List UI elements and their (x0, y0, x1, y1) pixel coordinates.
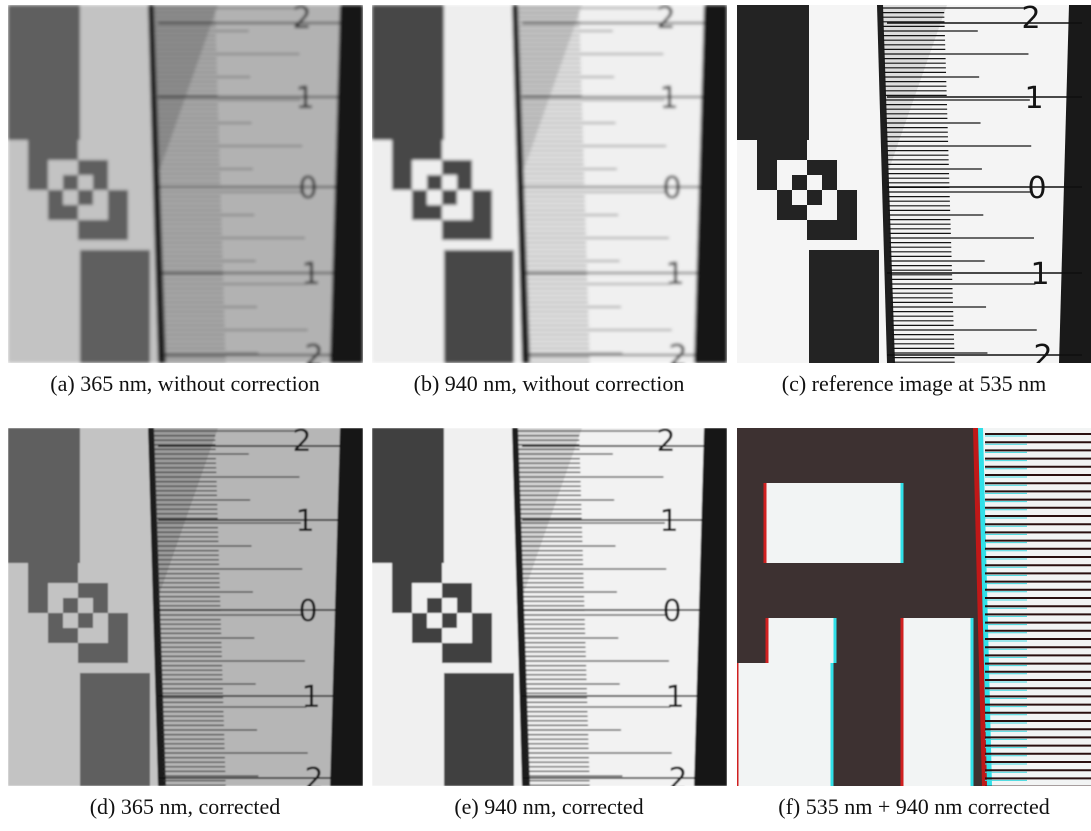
target (63, 175, 78, 190)
dark-strip (444, 673, 514, 786)
target (442, 175, 457, 190)
ruler-label: 1 (665, 680, 684, 715)
image-content: 2 1 0 1 2 (372, 424, 727, 797)
target (78, 613, 93, 628)
target (427, 175, 442, 190)
ruler-label: 1 (1030, 257, 1049, 292)
ruler-label: 0 (1027, 171, 1046, 206)
target (78, 598, 93, 613)
ruler-label: 2 (656, 1, 675, 36)
target (442, 598, 457, 613)
ruler-label: 2 (668, 762, 687, 797)
dark-strip (444, 250, 514, 363)
target (442, 613, 457, 628)
target (63, 613, 78, 628)
caption: (b) 940 nm, without correction (414, 371, 685, 396)
white-square (767, 618, 835, 663)
caption: (d) 365 nm, corrected (90, 794, 281, 819)
image-content: 2 1 0 1 2 (372, 1, 727, 374)
white-square (737, 663, 832, 788)
caption: (e) 940 nm, corrected (454, 794, 643, 819)
ruler-label: 0 (662, 171, 681, 206)
caption: (a) 365 nm, without correction (50, 371, 319, 396)
target (78, 175, 93, 190)
target (78, 190, 93, 205)
panel: 2 1 0 1 2 (8, 1, 363, 374)
target (792, 190, 807, 205)
dark-strip (809, 250, 879, 363)
target (63, 190, 78, 205)
dark-strip (737, 5, 809, 140)
caption: (f) 535 nm + 940 nm corrected (778, 794, 1049, 819)
ruler-label: 1 (1024, 81, 1043, 116)
image-content: 2 1 0 1 2 (8, 424, 363, 797)
ruler-label: 2 (292, 1, 311, 36)
ruler-label: 1 (295, 81, 314, 116)
target (792, 175, 807, 190)
target (427, 190, 442, 205)
panel (737, 428, 1091, 789)
ruler-label: 0 (298, 594, 317, 629)
panel: 2 1 0 1 2 (372, 1, 727, 374)
image-content: 2 1 0 1 2 (8, 1, 363, 374)
target (427, 598, 442, 613)
ruler-label: 1 (665, 257, 684, 292)
dark-strip (8, 5, 80, 140)
target (442, 190, 457, 205)
ruler-label: 2 (304, 339, 323, 374)
ruler-label: 2 (1021, 1, 1040, 36)
target (807, 190, 822, 205)
ruler-label: 1 (301, 680, 320, 715)
ruler-label: 2 (1033, 339, 1052, 374)
ruler-label: 1 (659, 81, 678, 116)
ruler-label: 0 (662, 594, 681, 629)
dark-strip (372, 428, 444, 563)
dark-strip (80, 250, 150, 363)
white-square (765, 483, 902, 563)
ruler-label: 1 (659, 504, 678, 539)
dark-strip (80, 673, 150, 786)
target (427, 613, 442, 628)
target (807, 175, 822, 190)
ruler-label: 0 (298, 171, 317, 206)
ruler-label: 2 (304, 762, 323, 797)
ruler-label: 2 (292, 424, 311, 459)
caption: (c) reference image at 535 nm (782, 371, 1046, 396)
white-square (902, 618, 972, 786)
panel: 2 1 0 1 2 (372, 424, 727, 797)
dark-strip (372, 5, 444, 140)
ruler-label: 2 (656, 424, 675, 459)
ruler-label: 1 (295, 504, 314, 539)
target (63, 598, 78, 613)
ruler-label: 2 (668, 339, 687, 374)
figure: 21012(a) 365 nm, without correction21012… (0, 0, 1091, 831)
dark-strip (8, 428, 80, 563)
panel: 2 1 0 1 2 (8, 424, 363, 797)
panel: 2 1 0 1 2 (737, 1, 1091, 374)
image-content: 2 1 0 1 2 (737, 1, 1091, 374)
ruler-label: 1 (301, 257, 320, 292)
